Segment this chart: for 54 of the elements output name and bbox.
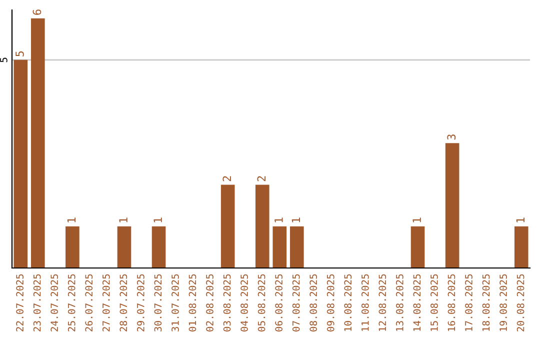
data-label: 1 [154,218,162,222]
x-tick-label: 15.08.2025 [430,274,438,331]
x-tick-label: 30.07.2025 [154,274,162,332]
x-tick-label: 23.07.2025 [33,274,41,332]
data-label: 1 [292,218,300,222]
x-tick-label: 29.07.2025 [136,274,144,332]
x-tick-label: 28.07.2025 [120,274,128,332]
data-label: 5 [16,51,24,56]
bar [410,226,425,268]
x-tick-label: 20.08.2025 [516,274,524,332]
x-tick-label: 03.08.2025 [223,274,231,332]
bar [220,184,235,268]
bar [14,60,28,268]
bar [117,226,132,268]
data-label: 1 [274,218,283,222]
x-tick-label: 10.08.2025 [344,274,352,331]
x-tick-label: 19.08.2025 [500,274,507,331]
x-tick-label: 08.08.2025 [310,274,318,332]
data-label: 6 [32,10,42,15]
bar [445,143,460,268]
x-tick-label: 26.07.2025 [85,274,93,332]
bar [152,226,166,268]
bar [30,18,45,268]
x-tick-label: 04.08.2025 [240,274,248,332]
data-label: 3 [447,134,456,140]
x-tick-label: 06.08.2025 [275,274,282,332]
data-label: 2 [222,176,231,182]
x-tick-label: 18.08.2025 [482,274,490,331]
bar [66,226,80,268]
x-tick-label: 14.08.2025 [413,274,421,331]
x-tick-label: 13.08.2025 [396,274,404,331]
data-label: 2 [257,176,266,182]
x-tick-label: 31.07.2025 [172,274,179,332]
x-tick-label: 27.07.2025 [102,274,110,332]
x-tick-label: 11.08.2025 [361,274,369,331]
x-tick-label: 24.07.2025 [50,274,58,332]
x-tick-label: 17.08.2025 [465,274,472,331]
data-label: 1 [67,218,76,222]
x-tick-label: 25.07.2025 [68,274,76,332]
bar [272,226,287,268]
x-tick-label: 16.08.2025 [448,274,456,331]
x-tick-label: 07.08.2025 [292,274,300,332]
x-tick-label: 02.08.2025 [206,274,214,332]
bar [514,226,528,268]
bar [290,226,304,268]
data-label: 1 [119,218,128,222]
data-label: 1 [516,218,524,222]
x-tick-label: 01.08.2025 [188,274,196,332]
x-tick-label: 09.08.2025 [326,274,334,332]
x-tick-label: 05.08.2025 [258,274,266,332]
x-tick-label: 12.08.2025 [378,274,386,331]
x-tick-label: 22.07.2025 [16,274,24,332]
bar [255,184,270,268]
data-label: 1 [412,218,421,222]
